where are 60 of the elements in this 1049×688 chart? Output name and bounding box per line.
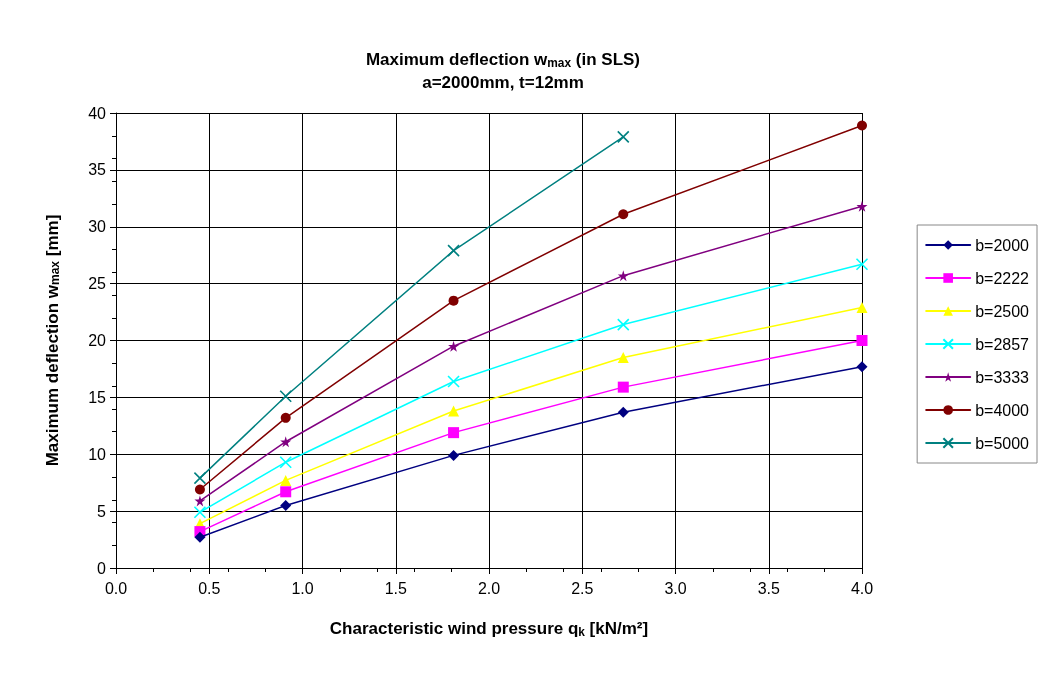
point xyxy=(279,455,293,469)
point xyxy=(194,495,206,507)
x-tick-label: 1.0 xyxy=(291,579,314,597)
legend-label: b=2857 xyxy=(975,335,1030,353)
point xyxy=(448,295,459,306)
point xyxy=(448,405,460,417)
x-tick-label: 1.5 xyxy=(384,579,407,597)
legend-label: b=4000 xyxy=(975,401,1030,419)
y-tick-label: 0 xyxy=(97,559,107,577)
point xyxy=(856,200,868,212)
point xyxy=(448,427,460,439)
x-tick-label: 2.0 xyxy=(477,579,501,597)
point xyxy=(617,381,629,393)
point xyxy=(279,389,293,403)
point xyxy=(448,449,460,461)
legend-label: b=2000 xyxy=(975,236,1030,254)
y-tick-label: 30 xyxy=(88,218,107,236)
point xyxy=(447,375,460,388)
x-tick-label: 3.5 xyxy=(757,579,780,597)
chart-subtitle: a=2000mm, t=12mm xyxy=(422,73,584,93)
point xyxy=(193,505,207,519)
point xyxy=(856,361,868,373)
point xyxy=(856,302,868,314)
x-axis-title: Characteristic wind pressure qk [kN/m²] xyxy=(329,619,649,639)
y-tick-label: 15 xyxy=(88,388,107,406)
y-tick-label: 10 xyxy=(88,445,107,463)
legend-label: b=3333 xyxy=(975,368,1030,386)
y-tick-label: 35 xyxy=(88,161,107,179)
point xyxy=(280,486,292,498)
legend-label: b=5000 xyxy=(975,434,1030,452)
point xyxy=(855,257,869,271)
point xyxy=(194,531,206,543)
point xyxy=(280,436,292,448)
x-tick-label: 0.5 xyxy=(198,579,221,597)
legend-label: b=2222 xyxy=(975,269,1030,287)
point xyxy=(280,474,292,486)
chart-title: Maximum deflection wmax (in SLS) xyxy=(365,50,641,70)
point xyxy=(617,270,629,282)
point xyxy=(448,340,460,352)
point xyxy=(617,352,629,364)
y-tick-label: 5 xyxy=(97,502,107,520)
point xyxy=(280,499,292,511)
point xyxy=(857,120,867,131)
legend-label: b=2500 xyxy=(975,302,1030,320)
y-tick-label: 40 xyxy=(88,104,107,122)
x-tick-label: 2.5 xyxy=(571,579,594,597)
point xyxy=(616,318,630,331)
point xyxy=(617,406,629,418)
y-tick-label: 25 xyxy=(88,275,107,293)
point xyxy=(280,412,291,423)
point xyxy=(616,130,630,144)
point xyxy=(194,484,205,495)
y-tick-label: 20 xyxy=(88,332,107,349)
point xyxy=(447,244,460,257)
point xyxy=(618,209,629,220)
x-tick-label: 0.0 xyxy=(104,579,128,597)
x-tick-label: 3.0 xyxy=(664,579,687,597)
x-tick-label: 4.0 xyxy=(850,579,874,597)
point xyxy=(193,471,207,485)
point xyxy=(856,335,868,346)
